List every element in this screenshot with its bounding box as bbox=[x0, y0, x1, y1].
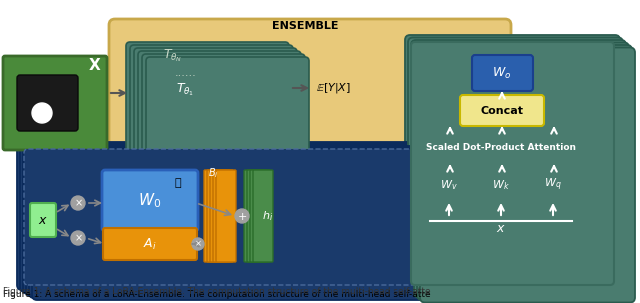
FancyBboxPatch shape bbox=[146, 57, 309, 170]
Text: $T_{\theta_1}$: $T_{\theta_1}$ bbox=[176, 82, 195, 98]
Text: Figure 1: A schema of a LoRA-Ensemble. The computation structure of the multi-he: Figure 1: A schema of a LoRA-Ensemble. T… bbox=[3, 287, 431, 295]
Text: $x$: $x$ bbox=[38, 214, 48, 227]
Text: Figure 1: A schema of a LoRA-Ensemble. The computation structure of the multi-he: Figure 1: A schema of a LoRA-Ensemble. T… bbox=[3, 290, 431, 299]
Text: $W_q$: $W_q$ bbox=[544, 177, 562, 193]
Text: $\times$: $\times$ bbox=[74, 233, 83, 243]
FancyBboxPatch shape bbox=[414, 42, 629, 298]
FancyBboxPatch shape bbox=[531, 169, 579, 205]
FancyBboxPatch shape bbox=[109, 19, 511, 179]
FancyBboxPatch shape bbox=[130, 45, 293, 158]
FancyBboxPatch shape bbox=[32, 152, 437, 300]
FancyBboxPatch shape bbox=[472, 55, 533, 91]
FancyBboxPatch shape bbox=[24, 149, 417, 285]
Text: ENSEMBLE: ENSEMBLE bbox=[272, 21, 339, 31]
Text: $\times$: $\times$ bbox=[194, 239, 202, 249]
FancyBboxPatch shape bbox=[3, 56, 107, 150]
Text: $h_i$: $h_i$ bbox=[262, 209, 273, 223]
FancyBboxPatch shape bbox=[420, 130, 581, 164]
Text: $W_o$: $W_o$ bbox=[492, 65, 511, 81]
FancyBboxPatch shape bbox=[213, 170, 233, 262]
Text: 🔒: 🔒 bbox=[175, 178, 181, 188]
FancyBboxPatch shape bbox=[210, 170, 230, 262]
Text: $W_v$: $W_v$ bbox=[440, 178, 458, 192]
FancyBboxPatch shape bbox=[428, 169, 476, 205]
FancyBboxPatch shape bbox=[408, 38, 623, 292]
FancyBboxPatch shape bbox=[26, 148, 431, 296]
Text: $W_k$: $W_k$ bbox=[492, 178, 510, 192]
Text: $\mathbb{E}[Y|X]$: $\mathbb{E}[Y|X]$ bbox=[316, 81, 351, 95]
FancyBboxPatch shape bbox=[207, 170, 227, 262]
FancyBboxPatch shape bbox=[484, 175, 532, 211]
FancyBboxPatch shape bbox=[247, 170, 267, 262]
Text: $\mathbf{X}$: $\mathbf{X}$ bbox=[88, 57, 102, 73]
FancyBboxPatch shape bbox=[422, 132, 583, 166]
FancyBboxPatch shape bbox=[479, 169, 527, 205]
FancyBboxPatch shape bbox=[138, 51, 301, 164]
FancyBboxPatch shape bbox=[29, 150, 434, 298]
Text: $T_{\theta_N}$: $T_{\theta_N}$ bbox=[163, 48, 182, 64]
Circle shape bbox=[192, 238, 204, 250]
FancyBboxPatch shape bbox=[433, 175, 481, 211]
FancyBboxPatch shape bbox=[425, 167, 473, 203]
FancyBboxPatch shape bbox=[17, 75, 78, 131]
FancyBboxPatch shape bbox=[482, 172, 530, 208]
FancyBboxPatch shape bbox=[411, 42, 614, 285]
FancyBboxPatch shape bbox=[250, 170, 270, 262]
FancyBboxPatch shape bbox=[30, 203, 56, 237]
FancyBboxPatch shape bbox=[430, 172, 478, 208]
Circle shape bbox=[235, 209, 249, 223]
FancyBboxPatch shape bbox=[420, 48, 635, 302]
FancyBboxPatch shape bbox=[424, 134, 585, 168]
Text: Concat: Concat bbox=[481, 106, 524, 116]
FancyBboxPatch shape bbox=[426, 136, 587, 170]
Text: $A_i$: $A_i$ bbox=[143, 236, 157, 251]
FancyBboxPatch shape bbox=[142, 54, 305, 167]
FancyBboxPatch shape bbox=[417, 45, 632, 300]
FancyBboxPatch shape bbox=[405, 35, 620, 290]
FancyBboxPatch shape bbox=[244, 170, 264, 262]
FancyBboxPatch shape bbox=[23, 146, 428, 294]
FancyBboxPatch shape bbox=[460, 95, 544, 126]
Circle shape bbox=[32, 103, 52, 123]
FancyBboxPatch shape bbox=[134, 48, 297, 161]
Text: $x$: $x$ bbox=[496, 221, 506, 235]
Text: $B_i$: $B_i$ bbox=[208, 166, 218, 180]
Text: ......: ...... bbox=[175, 68, 196, 78]
FancyBboxPatch shape bbox=[529, 167, 577, 203]
FancyBboxPatch shape bbox=[253, 170, 273, 262]
FancyBboxPatch shape bbox=[102, 170, 198, 231]
Circle shape bbox=[71, 231, 85, 245]
FancyBboxPatch shape bbox=[126, 42, 289, 155]
Circle shape bbox=[71, 196, 85, 210]
Text: $W_0$: $W_0$ bbox=[138, 192, 162, 210]
FancyBboxPatch shape bbox=[103, 228, 197, 260]
Text: $\times$: $\times$ bbox=[74, 198, 83, 208]
FancyBboxPatch shape bbox=[411, 40, 626, 295]
FancyBboxPatch shape bbox=[216, 170, 236, 262]
FancyBboxPatch shape bbox=[534, 172, 582, 208]
Text: Scaled Dot-Product Attention: Scaled Dot-Product Attention bbox=[426, 142, 576, 152]
FancyBboxPatch shape bbox=[477, 167, 525, 203]
FancyBboxPatch shape bbox=[204, 170, 224, 262]
FancyBboxPatch shape bbox=[20, 144, 425, 292]
Text: $+$: $+$ bbox=[237, 211, 247, 221]
FancyBboxPatch shape bbox=[536, 175, 584, 211]
FancyBboxPatch shape bbox=[17, 142, 422, 290]
